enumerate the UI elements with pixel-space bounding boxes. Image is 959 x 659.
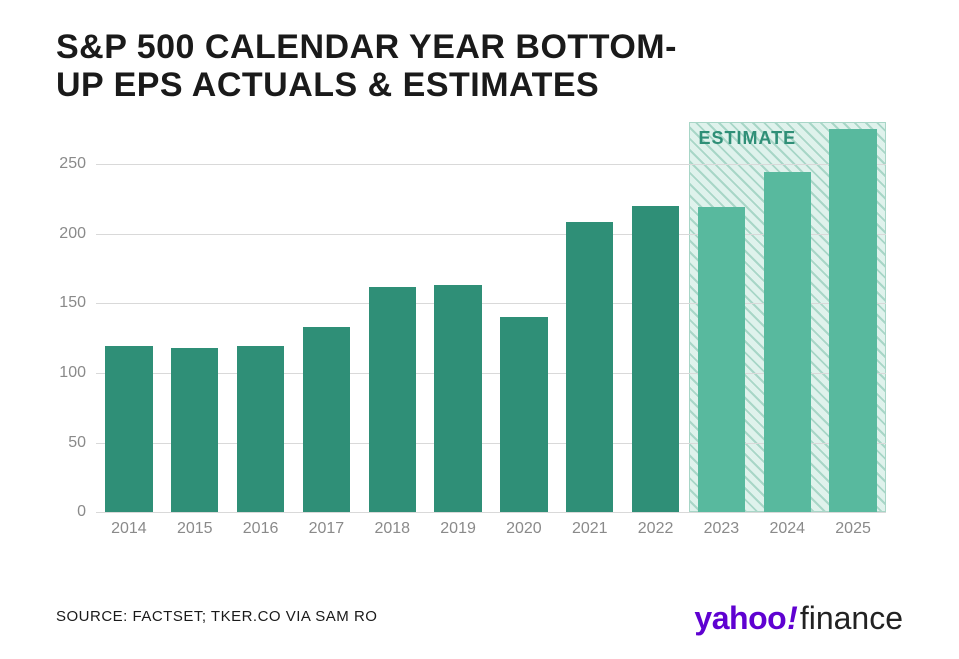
y-tick-label: 150 [59, 294, 96, 312]
logo-finance: finance [800, 600, 903, 637]
bar [698, 207, 745, 512]
x-tick-label: 2018 [374, 512, 410, 538]
gridline [96, 164, 886, 165]
chart-zone: ESTIMATE05010015020025020142015201620172… [56, 122, 903, 522]
x-tick-label: 2019 [440, 512, 476, 538]
x-tick-label: 2025 [835, 512, 871, 538]
bar [434, 285, 481, 512]
x-tick-label: 2022 [638, 512, 674, 538]
estimate-label: ESTIMATE [699, 128, 797, 149]
logo-exclaim-icon: ! [787, 600, 798, 637]
gridline [96, 512, 886, 513]
x-tick-label: 2021 [572, 512, 608, 538]
bar [566, 222, 613, 512]
x-tick-label: 2023 [704, 512, 740, 538]
source-text: SOURCE: FACTSET; TKER.CO VIA SAM RO [56, 608, 377, 625]
x-tick-label: 2014 [111, 512, 147, 538]
bar [764, 172, 811, 512]
x-tick-label: 2020 [506, 512, 542, 538]
bar [500, 317, 547, 512]
bar [303, 327, 350, 512]
logo-yahoo: yahoo [694, 600, 786, 637]
x-tick-label: 2024 [769, 512, 805, 538]
chart-card: S&P 500 CALENDAR YEAR BOTTOM- UP EPS ACT… [0, 0, 959, 659]
yahoo-finance-logo: yahoo ! finance [694, 600, 903, 637]
bar [632, 206, 679, 512]
x-tick-label: 2015 [177, 512, 213, 538]
y-tick-label: 50 [68, 434, 96, 452]
bar [829, 129, 876, 512]
bar [369, 287, 416, 513]
x-tick-label: 2016 [243, 512, 279, 538]
x-tick-label: 2017 [309, 512, 345, 538]
y-tick-label: 0 [77, 503, 96, 521]
chart-title: S&P 500 CALENDAR YEAR BOTTOM- UP EPS ACT… [56, 28, 903, 104]
bar [105, 346, 152, 512]
plot-area: ESTIMATE05010015020025020142015201620172… [96, 122, 886, 512]
y-tick-label: 200 [59, 225, 96, 243]
y-tick-label: 250 [59, 155, 96, 173]
bar [237, 346, 284, 512]
bar [171, 348, 218, 512]
y-tick-label: 100 [59, 364, 96, 382]
